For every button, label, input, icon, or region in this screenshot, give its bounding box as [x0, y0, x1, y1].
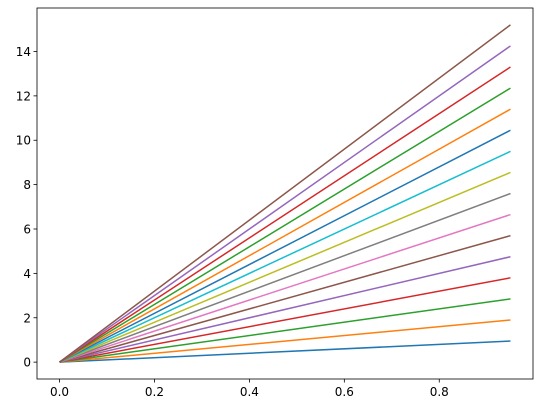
x-tick-label: 0.0 — [50, 385, 69, 399]
line — [59, 192, 511, 363]
line — [59, 45, 511, 363]
line — [59, 277, 511, 363]
line — [59, 150, 511, 363]
y-tick-label: 14 — [16, 45, 31, 59]
plot-frame — [36, 7, 534, 380]
x-tick-label: 0.6 — [335, 385, 354, 399]
x-tick-label: 0.8 — [430, 385, 449, 399]
y-tick-label: 10 — [16, 134, 31, 148]
line — [59, 87, 511, 363]
y-tick-label: 0 — [23, 356, 31, 370]
line — [59, 108, 511, 363]
line — [59, 66, 511, 363]
y-tick-label: 4 — [23, 267, 31, 281]
x-tick-label: 0.4 — [240, 385, 259, 399]
line — [59, 340, 511, 363]
y-tick-label: 6 — [23, 223, 31, 237]
y-tick-label: 2 — [23, 311, 31, 325]
line — [59, 24, 511, 363]
line — [59, 234, 511, 363]
line — [59, 129, 511, 363]
y-tick-label: 8 — [23, 178, 31, 192]
line — [59, 298, 511, 363]
line — [59, 256, 511, 363]
line — [59, 319, 511, 363]
line — [59, 171, 511, 363]
x-tick-label: 0.2 — [145, 385, 164, 399]
y-tick-label: 12 — [16, 89, 31, 103]
line — [59, 213, 511, 363]
